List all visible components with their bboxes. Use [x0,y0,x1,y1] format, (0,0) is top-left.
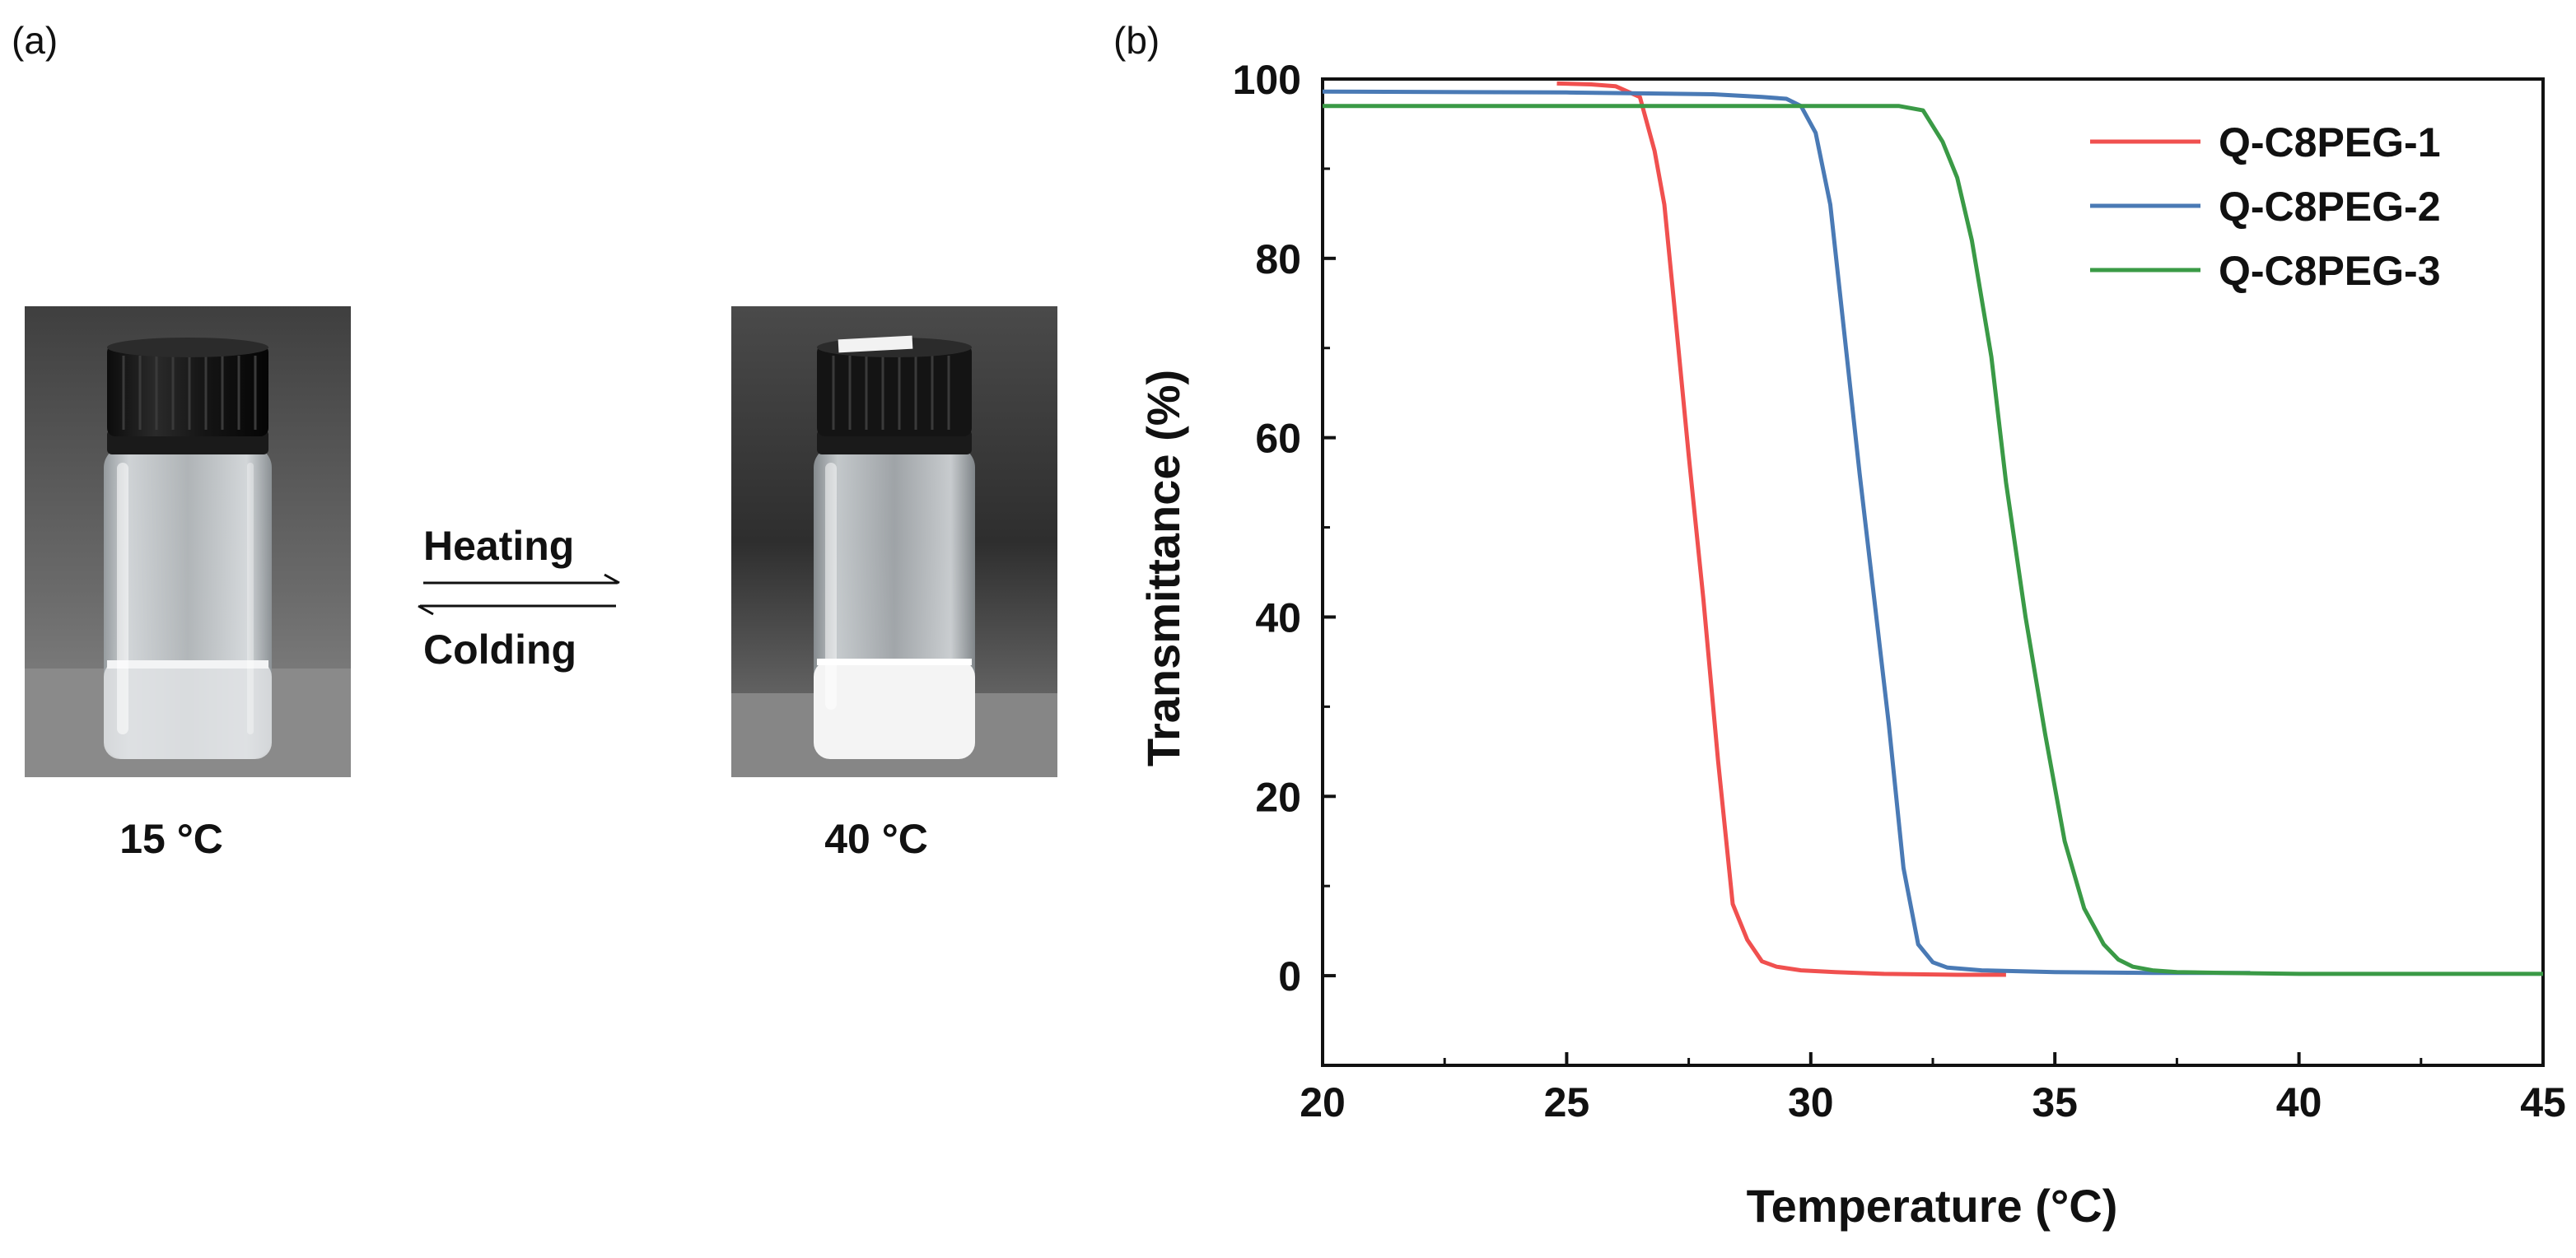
axes: 20 25 30 35 40 45 0 20 40 60 80 100 [1233,57,2566,1125]
vial-photo-turbid [731,306,1057,777]
x-tick-label: 45 [2520,1079,2566,1125]
temperature-label-40: 40 °C [824,816,928,862]
vial-photo-clear [25,306,351,777]
y-tick-label: 20 [1255,774,1301,820]
heating-arrow-head [604,573,620,585]
panel-b-label: (b) [1113,19,1160,62]
y-tick-label: 60 [1255,416,1301,462]
series-line-1 [1556,81,2006,977]
y-tick-label: 40 [1255,594,1301,641]
heating-label: Heating [423,523,575,569]
series-line-2 [1322,89,2251,976]
y-tick-label: 80 [1255,236,1301,282]
series-lines [1322,81,2543,977]
vial-clear-illustration [25,306,351,777]
colding-arrow-head [418,604,434,616]
x-tick-label: 40 [2276,1079,2322,1125]
x-tick-label: 25 [1544,1079,1590,1125]
legend-label-3: Q-C8PEG-3 [2219,248,2441,294]
reversible-arrows [418,573,620,616]
x-tick-label: 35 [2032,1079,2078,1125]
y-axis-label: Transmittance (%) [1137,370,1189,766]
temperature-label-15: 15 °C [119,816,223,862]
legend-label-1: Q-C8PEG-1 [2219,119,2441,165]
colding-label: Colding [423,627,577,673]
x-axis-label: Temperature (°C) [1747,1180,2118,1232]
y-tick-label: 100 [1233,57,1301,103]
x-tick-label: 20 [1300,1079,1346,1125]
legend-label-2: Q-C8PEG-2 [2219,184,2441,230]
x-tick-label: 30 [1788,1079,1834,1125]
y-tick-label: 0 [1278,953,1301,999]
legend: Q-C8PEG-1 Q-C8PEG-2 Q-C8PEG-3 [2090,119,2441,294]
vial-turbid-illustration [731,306,1057,777]
series-line-3 [1323,104,2543,976]
panel-a-label: (a) [12,19,58,62]
